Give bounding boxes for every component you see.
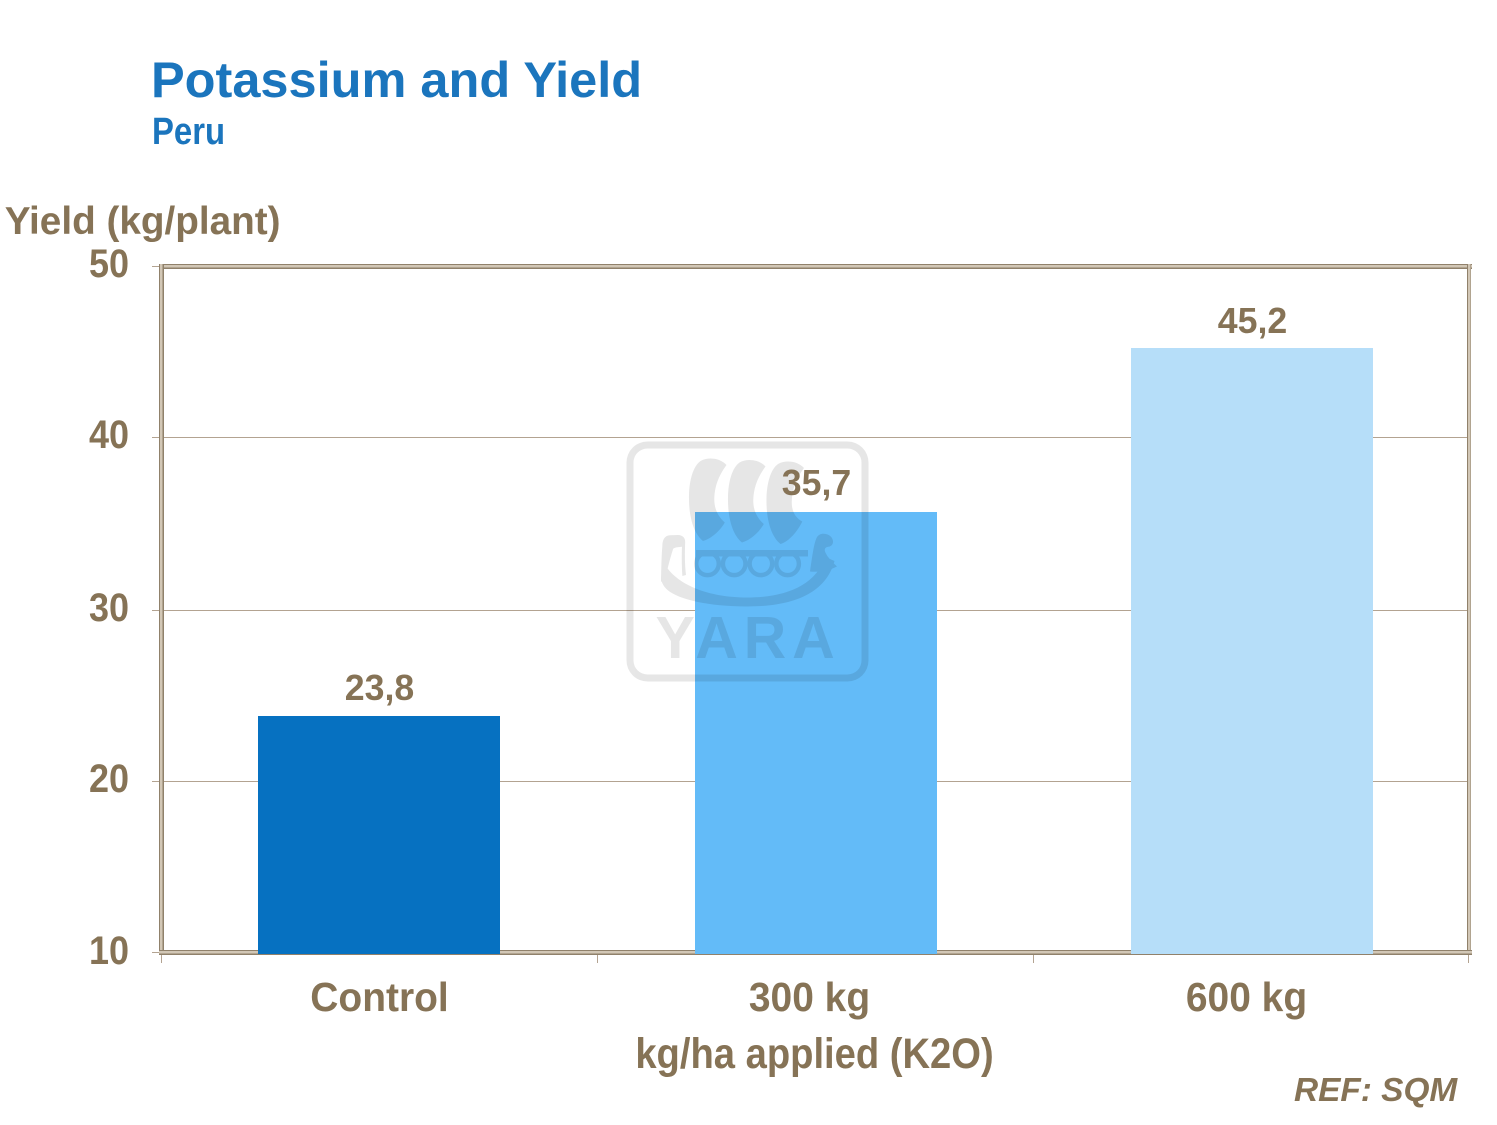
svg-text:YARA: YARA (656, 605, 841, 671)
